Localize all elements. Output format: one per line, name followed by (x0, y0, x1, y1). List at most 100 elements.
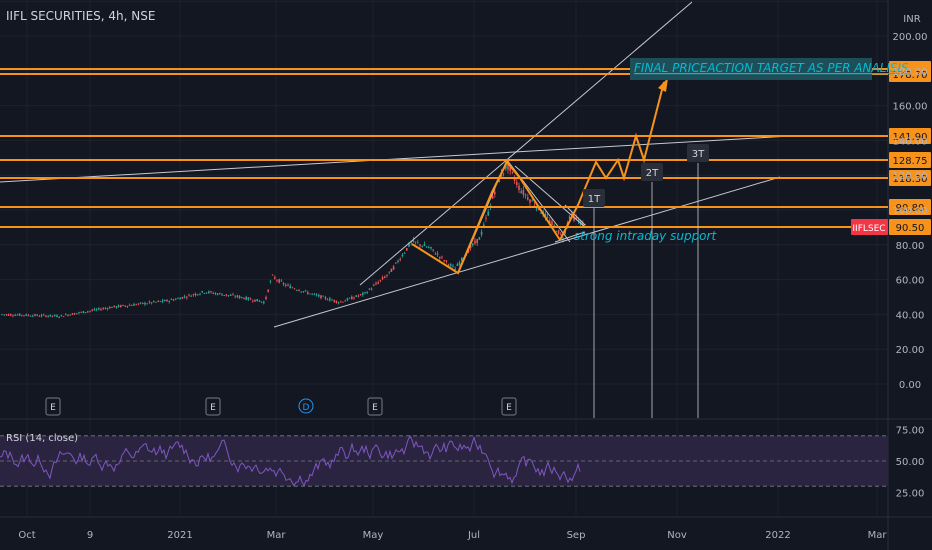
candle-body (21, 314, 23, 316)
candle-body (562, 239, 564, 241)
candle-body (287, 284, 289, 286)
candle-body (91, 310, 93, 311)
candle-body (27, 314, 30, 316)
candle-body (516, 182, 518, 185)
candle-body (353, 297, 355, 299)
candle-body (111, 307, 113, 309)
candle-body (210, 291, 212, 293)
candle-body (89, 310, 91, 312)
candle-body (331, 299, 333, 301)
candle-body (560, 233, 562, 235)
candle-body (527, 197, 529, 200)
earnings-marker (501, 397, 517, 416)
candle-body (432, 249, 434, 251)
dividend-marker-label: D (303, 403, 310, 413)
candle-body (445, 260, 448, 262)
candle-body (348, 297, 351, 299)
candle-body (144, 302, 146, 305)
trend-line (359, 1, 693, 286)
support-label: strong intraday support (574, 229, 717, 243)
candle-body (443, 260, 445, 262)
candle-body (318, 294, 320, 297)
candle-body (529, 199, 531, 203)
candle-body (221, 294, 223, 296)
candle-body (102, 308, 104, 310)
candle-body (311, 293, 313, 295)
candle-body (245, 296, 247, 300)
candle-body (135, 304, 137, 306)
candle-body (45, 315, 47, 317)
time-tick-label: 2022 (765, 530, 790, 541)
candle-body (344, 300, 346, 302)
candle-body (551, 221, 553, 225)
candle-body (469, 245, 472, 249)
candle-body (507, 163, 509, 170)
candle-body (571, 213, 573, 216)
candle-body (142, 302, 144, 304)
candle-body (480, 231, 483, 235)
candle-body (247, 297, 250, 300)
candle-body (388, 271, 390, 273)
earnings-marker-label: E (506, 403, 512, 413)
candle-body (269, 281, 272, 283)
candle-body (181, 297, 184, 299)
candle-body (379, 279, 382, 281)
candle-body (71, 313, 74, 315)
earnings-marker (45, 397, 61, 416)
targets: 1T 2T 3T (583, 144, 709, 418)
candle-body (172, 299, 175, 301)
price-tick-label: 40.00 (896, 310, 925, 321)
time-tick-label: Sep (567, 530, 586, 541)
candle-body (408, 243, 410, 247)
candle-body (368, 288, 371, 290)
candle-body (177, 298, 179, 299)
earnings-marker (367, 397, 383, 416)
candle-body (513, 178, 516, 181)
candle-body (183, 296, 186, 298)
target-label: 2T (646, 168, 659, 179)
candle-body (128, 305, 131, 306)
candle-body (384, 276, 386, 278)
candle-body (133, 304, 135, 306)
candle-body (69, 314, 71, 316)
rsi-axis[interactable]: 75.00 50.00 25.00 (896, 426, 925, 500)
candle-body (216, 293, 219, 295)
candle-body (258, 300, 261, 302)
candle-body (10, 314, 12, 316)
candle-body (392, 266, 395, 270)
candle-body (377, 282, 379, 284)
candle-body (175, 298, 177, 300)
projection-arrowhead (658, 78, 668, 92)
price-tick-label: 100.00 (893, 206, 928, 217)
target-label: 1T (588, 194, 601, 205)
candle-body (302, 291, 305, 292)
candle-body (549, 220, 551, 223)
candle-body (381, 277, 384, 280)
candle-body (458, 262, 461, 265)
candle-body (333, 299, 335, 302)
candle-body (417, 242, 419, 244)
time-axis[interactable]: Oct 9 2021 Mar May Jul Sep Nov 2022 Mar (18, 530, 887, 541)
candle-body (131, 305, 133, 306)
price-axis[interactable]: 200.00 180.00 160.00 140.00 120.00 100.00 80.0… (893, 32, 928, 391)
levels: 179.80178.70141.90128.75118.3090.8090.50… (0, 61, 931, 235)
candle-body (307, 292, 309, 294)
candle-body (249, 298, 252, 300)
candle-body (14, 314, 16, 316)
rsi-line (0, 434, 581, 487)
price-tick-label: 80.00 (896, 241, 925, 252)
price-level-label: 141.90 (893, 132, 928, 143)
candle-body (304, 290, 307, 292)
candle-body (282, 283, 285, 285)
candle-body (82, 311, 85, 314)
candle-body (300, 291, 302, 293)
candle-body (12, 315, 14, 317)
candle-body (5, 314, 8, 316)
candle-body (573, 216, 575, 221)
candle-body (522, 189, 525, 195)
candle-body (51, 315, 54, 317)
candle-body (390, 268, 393, 272)
candle-body (137, 303, 140, 305)
